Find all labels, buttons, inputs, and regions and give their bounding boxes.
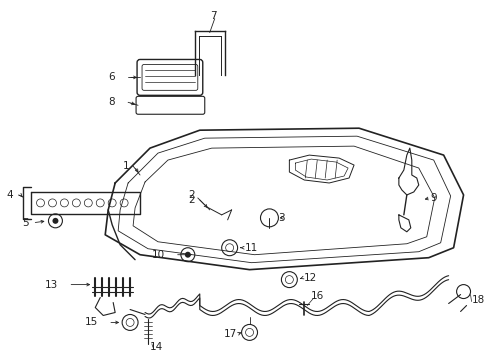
- Text: 8: 8: [108, 97, 115, 107]
- Text: 2: 2: [187, 190, 194, 200]
- Text: 15: 15: [85, 318, 98, 328]
- Text: 3: 3: [277, 213, 284, 223]
- Text: 4: 4: [7, 190, 13, 200]
- Text: 6: 6: [108, 72, 115, 82]
- Text: 10: 10: [151, 250, 164, 260]
- Text: 12: 12: [304, 273, 317, 283]
- Text: 13: 13: [45, 280, 58, 289]
- Text: 16: 16: [311, 291, 324, 301]
- Text: 7: 7: [209, 11, 216, 21]
- Text: 5: 5: [22, 218, 29, 228]
- Text: 18: 18: [470, 294, 484, 305]
- Text: 14: 14: [150, 342, 163, 352]
- Text: 1: 1: [123, 161, 129, 171]
- Circle shape: [184, 252, 190, 258]
- Text: 11: 11: [244, 243, 257, 253]
- Text: 17: 17: [223, 329, 236, 339]
- Circle shape: [52, 218, 58, 224]
- Text: 2: 2: [187, 195, 194, 205]
- Text: 9: 9: [430, 193, 436, 203]
